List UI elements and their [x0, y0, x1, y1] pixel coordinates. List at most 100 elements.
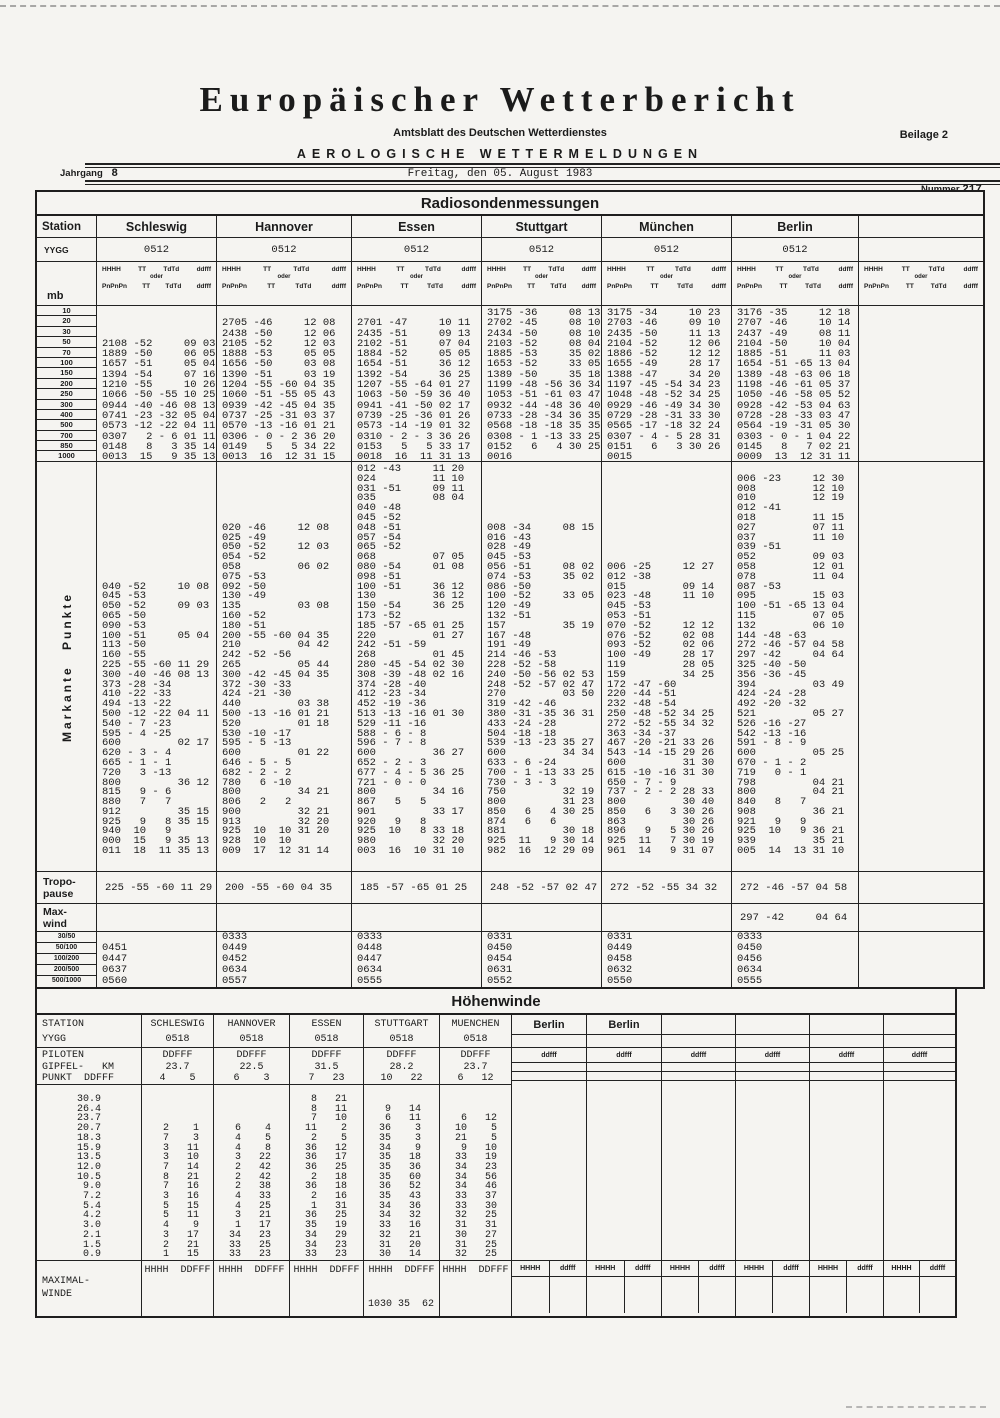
hw-blank-station-column: Berlin ddfff HHHH ddfff: [587, 1015, 662, 1316]
station-yygg-value: 0512: [97, 238, 216, 262]
column-header-line1: HHHH TT TdTd ddfff: [737, 266, 853, 273]
thickness-ratio-data: 0333 0449 0452 0634 0557: [222, 931, 248, 987]
station-name: Essen: [352, 216, 481, 238]
hw-maximal-cell: HHHH DDFFF: [142, 1264, 213, 1316]
column-header: HHHH TT TdTd ddfff oder PnPnPn TT TdTd ddfff: [602, 262, 731, 306]
pressure-level-data: 3176 -35 12 18 2707 -46 10 14 2437 -49 0…: [732, 306, 858, 462]
column-header: HHHH TT TdTd ddfff oder PnPnPn TT TdTd ddfff: [859, 262, 983, 306]
hw-right-ddfff-header: ddfff: [662, 1048, 735, 1063]
column-header: HHHH TT TdTd ddfff oder PnPnPn TT TdTd ddfff: [732, 262, 858, 306]
hw-right-ddfff-subheader: ddfff: [624, 1261, 661, 1277]
maximal-winde-label: MAXIMAL- WINDE: [42, 1276, 91, 1300]
hw-right-empty-area: [662, 1081, 735, 1261]
column-header-line1: HHHH TT TdTd ddfff: [222, 266, 346, 273]
station-yygg-value: 0512: [602, 238, 731, 262]
column-header-line1: HHHH TT TdTd ddfff: [607, 266, 726, 273]
hw-maximal-header: HHHH DDFFF: [293, 1265, 360, 1276]
beilage-label: Beilage 2: [899, 129, 948, 141]
hw-right-hhhh-header: HHHH: [736, 1261, 772, 1277]
double-rule-bottom: [85, 180, 1000, 185]
hw-right-thin-row: [587, 1063, 661, 1072]
station-column: Schleswig 0512 HHHH TT TdTd ddfff oder PnPn…: [97, 216, 217, 987]
hoehenwinde-label-column: STATION YYGG PILOTEN GIPFEL- KM PUNKT DD…: [37, 1015, 142, 1316]
column-header-line1: HHHH TT TdTd ddfff: [487, 266, 596, 273]
hw-right-empty-area: [587, 1081, 661, 1261]
column-header: HHHH TT TdTd ddfff oder PnPnPn TT TdTd ddfff: [352, 262, 481, 306]
thickness-ratio-labels: 30/50 50/100 100/200 200/500 500/1000: [37, 932, 96, 987]
markante-punkte-data: 008 -34 08 15 016 -43 028 -49 045 -53 05…: [482, 462, 601, 872]
maxwind-data: [217, 904, 351, 932]
hw-maximal-value: 1030 35 62: [368, 1299, 435, 1310]
column-header-oder: oder: [788, 274, 802, 280]
radiosonde-table: Radiosondenmessungen Station YYGG mb 10 2…: [35, 190, 985, 989]
column-header-oder: oder: [534, 274, 548, 280]
hw-station-column: STUTTGART 0518 DDFFF 28.2 10 22 9 14 6 1…: [364, 1015, 440, 1316]
hw-right-yygg-empty: [662, 1035, 735, 1048]
volume-number: 8: [105, 168, 125, 181]
masthead-section: AEROLOGISCHE WETTERMELDUNGEN: [296, 147, 704, 161]
hw-station-column: MUENCHEN 0518 DDFFF 23.7 6 12 6 12 10 5 …: [440, 1015, 512, 1316]
hw-right-hhhh-header: HHHH: [884, 1261, 919, 1277]
markante-punkte-data: 006 -25 12 27 012 -38 015 09 14 023 -48 …: [602, 462, 731, 872]
hw-wind-data: 8 21 8 11 7 10 11 2 2 5 36 12 36 17 36 2…: [290, 1085, 363, 1261]
station-yygg-value: 0512: [217, 238, 351, 262]
yygg-row-label: YYGG: [37, 238, 96, 262]
hw-right-ddfff-subheader: ddfff: [847, 1261, 883, 1277]
hw-right-ddfff-header: ddfff: [512, 1048, 586, 1063]
hw-right-station-name: [736, 1015, 809, 1035]
thickness-ratio-data: [859, 932, 983, 987]
column-header-oder: oder: [409, 274, 423, 280]
maxwind-data: [482, 904, 601, 932]
hw-blank-station-column: ddfff HHHH ddfff: [810, 1015, 884, 1316]
ratio-label: 50/100: [37, 943, 96, 954]
hw-right-empty-area: [512, 1081, 586, 1261]
thickness-ratio-data: 0331 0449 0458 0632 0550: [607, 931, 633, 987]
pressure-level-data: 2108 -52 09 03 1889 -50 06 05 1657 -51 0…: [97, 306, 216, 462]
column-header-line2: PnPnPn TT TdTd ddfff: [737, 283, 853, 290]
ratio-label: 100/200: [37, 954, 96, 965]
column-header-line1: HHHH TT TdTd ddfff: [864, 266, 978, 273]
pressure-level-data: 3175 -36 08 13 2702 -45 08 10 2434 -50 0…: [482, 306, 601, 462]
column-header-line2: PnPnPn TT TdTd ddfff: [864, 283, 978, 290]
station-name: Stuttgart: [482, 216, 601, 238]
hw-piloten-values: DDFFF 28.2 10 22: [364, 1048, 439, 1085]
tropopause-data: [859, 872, 983, 904]
hoehenwinde-right-columns: Berlin ddfff HHHH ddfff Berlin: [512, 1015, 955, 1316]
station-row-label: Station: [37, 216, 96, 238]
column-header-line2: PnPnPn TT TdTd ddfff: [487, 283, 596, 290]
hw-piloten-label-block: PILOTEN GIPFEL- KM PUNKT DDFFF: [37, 1048, 141, 1085]
markante-punkte-data: 006 -23 12 30 008 12 10 010 12 19 012 -4…: [732, 462, 858, 872]
maxwind-label: Max- wind: [37, 904, 96, 932]
hw-right-station-name: Berlin: [512, 1015, 586, 1035]
mb-level-label: 700: [37, 431, 96, 442]
radiosonde-section-title: Radiosondenmessungen: [37, 192, 983, 216]
hw-altitude-labels: 30.9 26.4 23.7 20.7 18.3 15.9 13.5 12.0 …: [37, 1085, 141, 1261]
hw-wind-data: 9 14 6 11 36 3 35 3 34 9 35 18 35 36 35 …: [364, 1085, 439, 1261]
mb-level-label: 150: [37, 368, 96, 379]
tropopause-data: 225 -55 -60 11 29: [97, 872, 216, 904]
hw-right-yygg-empty: [736, 1035, 809, 1048]
hw-wind-data: 6 12 10 5 21 5 9 10 33 19 34 23 34 56 34…: [440, 1085, 511, 1261]
tropopause-label: Tropo- pause: [37, 872, 96, 904]
hw-right-yygg-empty: [810, 1035, 883, 1048]
pressure-level-data: 2705 -46 12 08 2438 -50 12 06 2105 -52 1…: [217, 306, 351, 462]
hw-right-maximal-cell: HHHH ddfff: [662, 1261, 735, 1313]
station-column: HHHH TT TdTd ddfff oder PnPnPn TT TdTd ddfff: [859, 216, 983, 987]
hw-right-maximal-cell: HHHH ddfff: [736, 1261, 809, 1313]
hw-maximal-header: HHHH DDFFF: [218, 1265, 285, 1276]
hw-right-ddfff-subheader: ddfff: [549, 1261, 586, 1277]
hw-right-thin-row: [512, 1063, 586, 1072]
hw-right-ddfff-header: ddfff: [736, 1048, 809, 1063]
ratio-label: 200/500: [37, 965, 96, 976]
hoehenwinde-station-columns: SCHLESWIG 0518 DDFFF 23.7 4 5 2 1 7 3 3 …: [142, 1015, 512, 1316]
ratio-label: 500/1000: [51, 977, 82, 984]
hw-blank-station-column: ddfff HHHH ddfff: [736, 1015, 810, 1316]
hw-maximal-header: HHHH DDFFF: [442, 1265, 509, 1276]
hoehenwinde-grid: STATION YYGG PILOTEN GIPFEL- KM PUNKT DD…: [37, 1015, 955, 1316]
mb-level-label: 300: [37, 400, 96, 410]
mb-level-label: 10: [37, 306, 96, 317]
column-header-line1: HHHH TT TdTd ddfff: [102, 266, 211, 273]
hw-piloten-values: DDFFF 31.5 7 23: [290, 1048, 363, 1085]
station-name: Berlin: [732, 216, 858, 238]
